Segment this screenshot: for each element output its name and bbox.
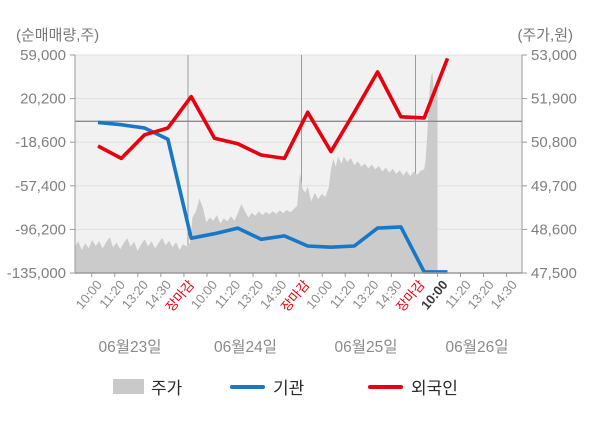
- right-axis-tick-label: 51,900: [531, 91, 577, 108]
- x-axis-time-label: 10:00: [303, 277, 335, 312]
- x-axis-date-label: 06월23일: [98, 338, 161, 356]
- right-axis-tick-label: 53,000: [531, 47, 577, 64]
- left-axis-unit-label: (순매매량,주): [16, 27, 100, 44]
- left-axis-tick-label: 59,000: [20, 47, 66, 64]
- x-axis-time-label: 10:00: [418, 277, 451, 312]
- left-axis-tick-label: -18,600: [15, 134, 66, 151]
- price-area-swatch: [113, 378, 144, 394]
- x-axis-date-label: 06월24일: [214, 338, 277, 356]
- legend-item-price: 주가: [113, 375, 183, 398]
- legend-label-institution: 기관: [273, 378, 305, 398]
- institution-line: [97, 120, 448, 274]
- x-axis-date-label: 06월25일: [334, 338, 397, 356]
- x-axis-date-label: 06월26일: [445, 338, 508, 356]
- legend-item-foreigner: 외국인: [368, 375, 458, 398]
- foreigner-line: [97, 57, 450, 161]
- legend-label-foreigner: 외국인: [411, 378, 458, 398]
- foreigner-line-swatch: [368, 384, 403, 389]
- legend-item-institution: 기관: [230, 375, 305, 398]
- x-axis-time-label: 10:00: [188, 277, 220, 312]
- x-axis-time-label: 10:00: [73, 277, 105, 312]
- left-axis-tick-label: -57,400: [15, 178, 66, 195]
- x-axis-time-label: 14:30: [487, 277, 519, 312]
- right-axis-tick-label: 49,700: [531, 178, 577, 195]
- left-axis-tick-label: 20,200: [20, 91, 66, 108]
- right-axis-tick-label: 48,600: [531, 221, 577, 238]
- legend-label-price: 주가: [151, 378, 183, 398]
- left-axis-tick-label: -135,000: [7, 265, 66, 282]
- left-axis-tick-label: -96,200: [15, 221, 66, 238]
- institution-line-swatch: [230, 384, 265, 389]
- right-axis-unit-label: (주가,원): [517, 27, 573, 44]
- price-area: [74, 72, 438, 274]
- right-axis-tick-label: 47,500: [531, 265, 577, 282]
- right-axis-tick-label: 50,800: [531, 134, 577, 151]
- chart-legend: 주가 기관 외국인: [0, 375, 600, 403]
